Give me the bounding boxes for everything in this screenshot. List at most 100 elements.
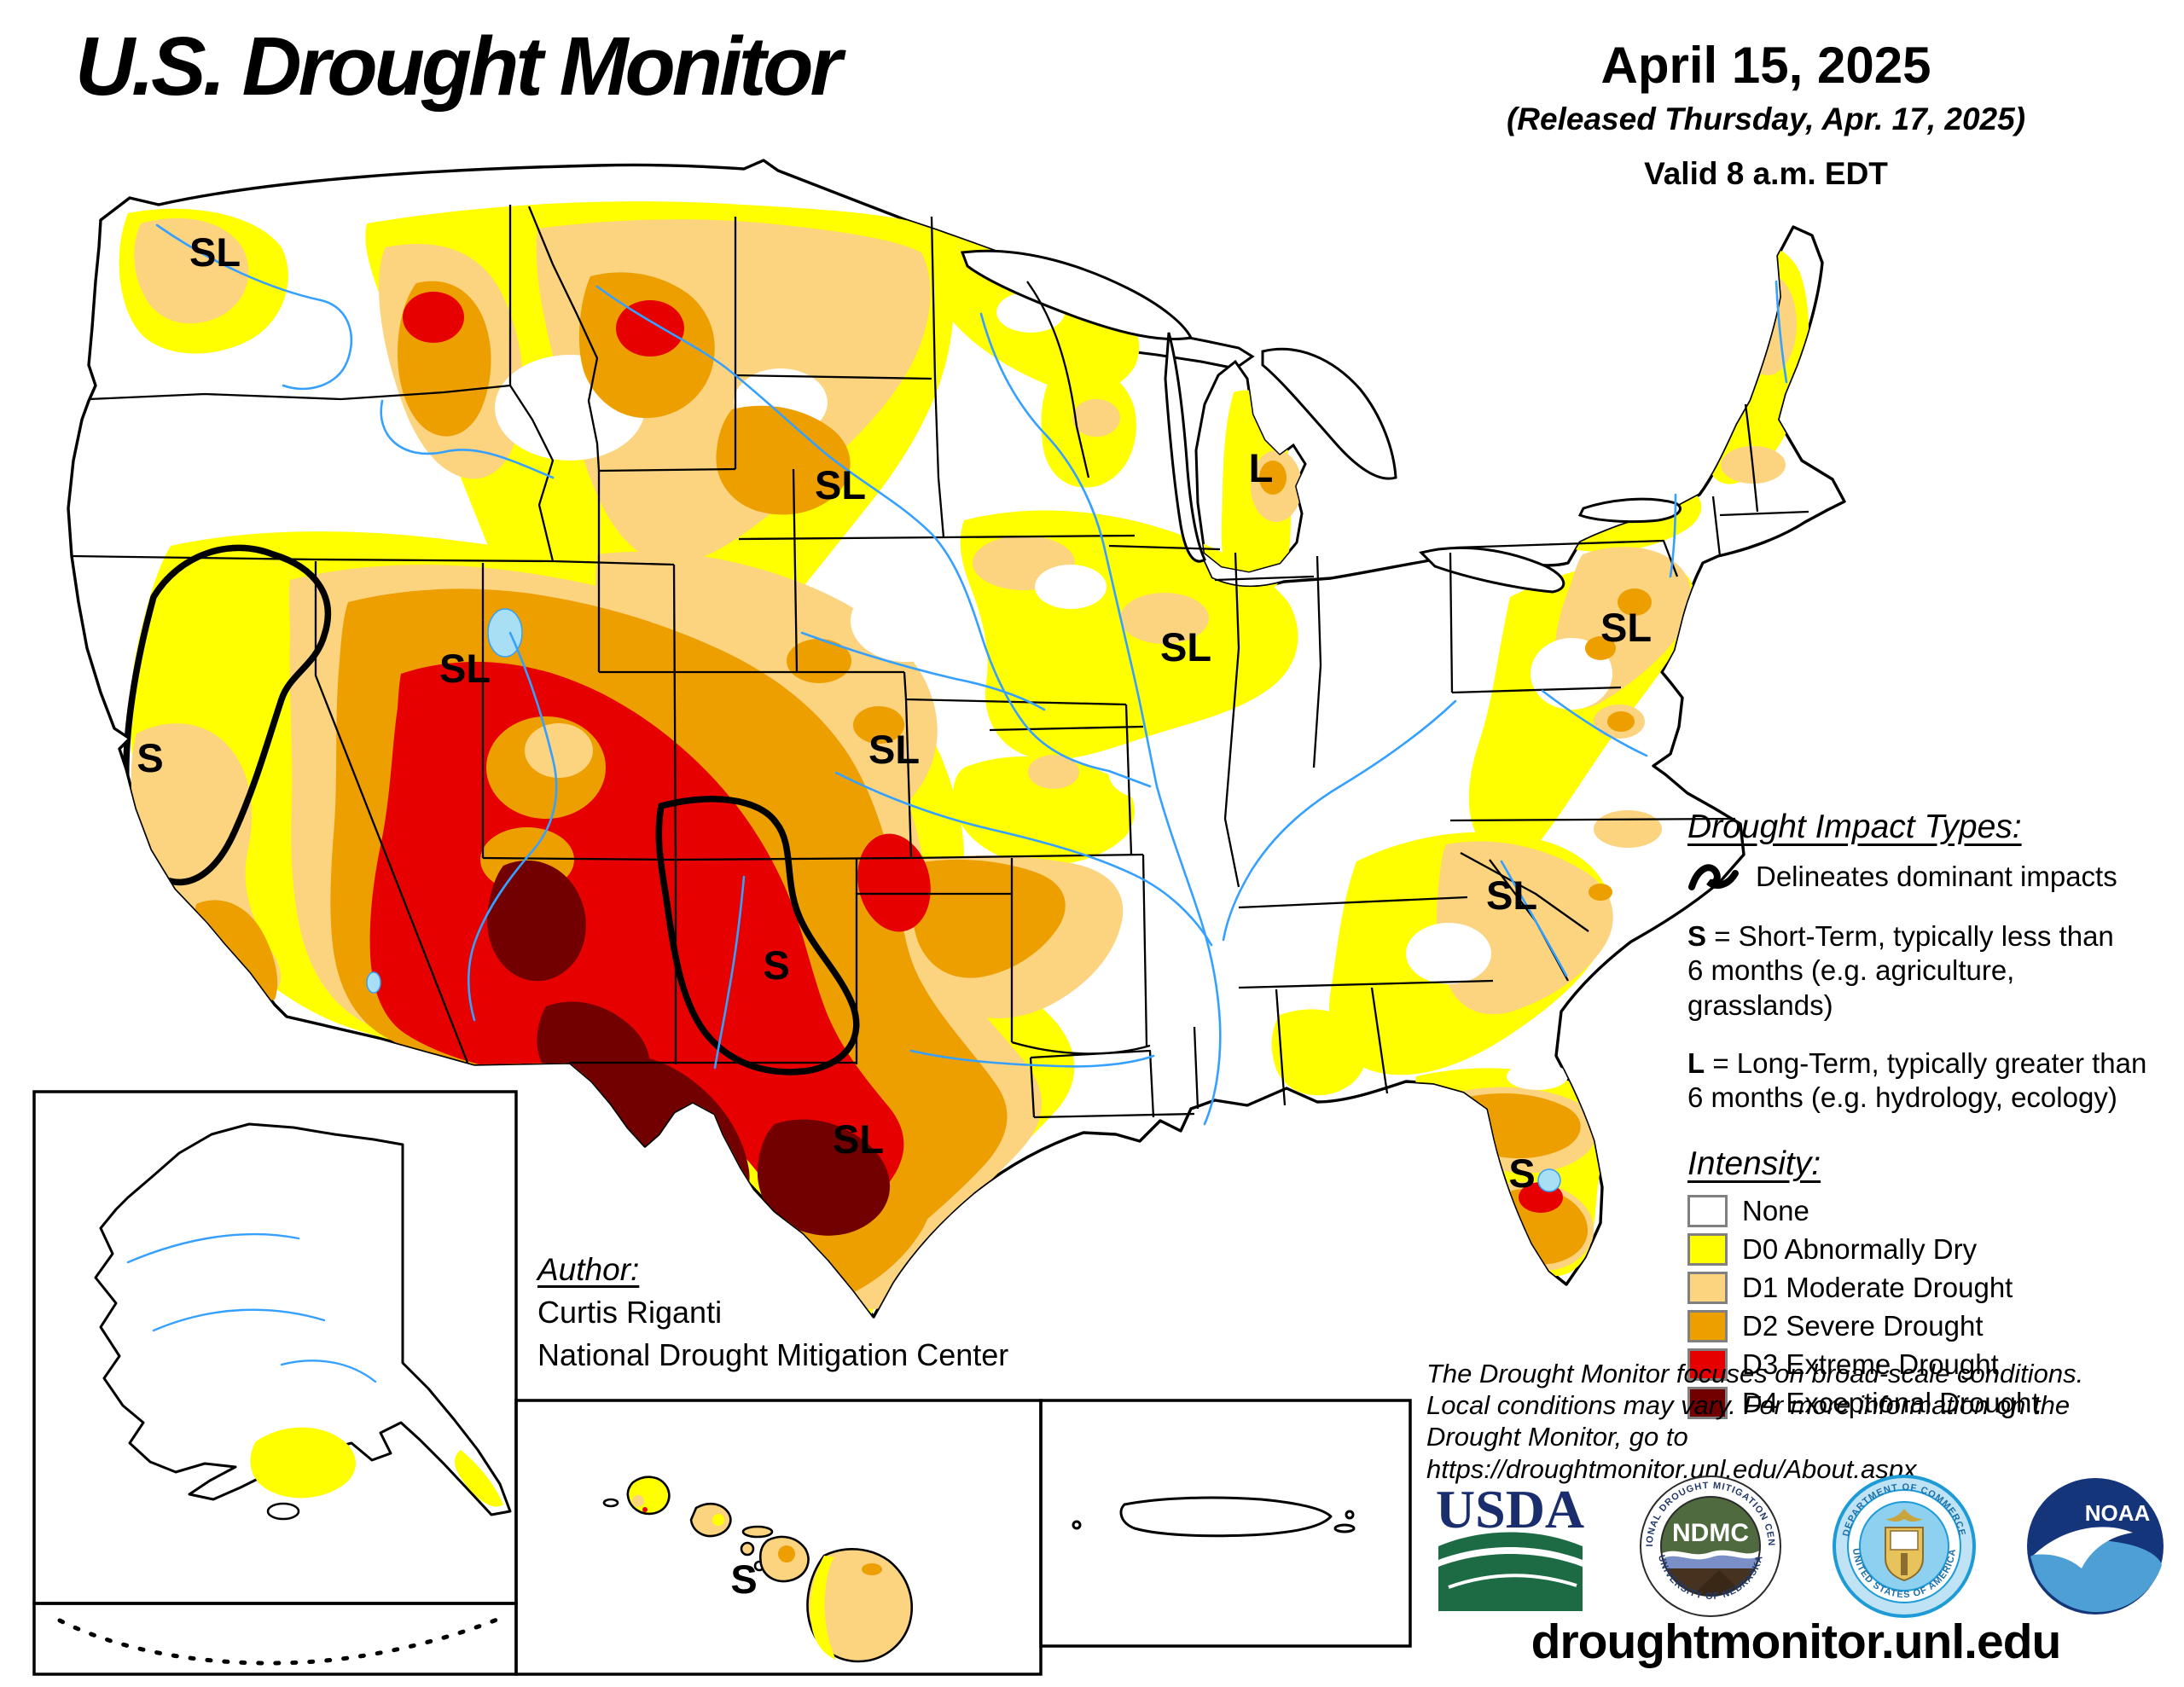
- ndmc-text: NDMC: [1672, 1519, 1749, 1547]
- legend-row: D0 Abnormally Dry: [1687, 1233, 2165, 1267]
- legend-row: D2 Severe Drought: [1687, 1310, 2165, 1343]
- drought-patch: [134, 217, 249, 324]
- legend-column: Drought Impact Types: Delineates dominan…: [1687, 809, 2165, 1425]
- impact-label-new-jersey-penn: SL: [1600, 605, 1652, 650]
- long-term-key: L: [1687, 1046, 1705, 1079]
- drought-patch: [1035, 565, 1107, 609]
- legend-label: D0 Abnormally Dry: [1742, 1233, 1978, 1266]
- delineates-label: Delineates dominant impacts: [1756, 861, 2117, 892]
- noaa-gull: [2033, 1527, 2133, 1568]
- drought-patch: [487, 860, 586, 982]
- impact-label-hawaii: S: [730, 1557, 757, 1602]
- commerce-seal: DEPARTMENT OF COMMERCE UNITED STATES OF …: [1832, 1475, 1976, 1618]
- drought-patch: [1120, 593, 1209, 644]
- rio-grande: [713, 875, 746, 1070]
- impact-label-california-coast: S: [136, 735, 163, 780]
- drought-patch: [1594, 810, 1662, 848]
- lake-michigan: [1164, 332, 1206, 563]
- drought-patch: [525, 723, 593, 778]
- big-island: [806, 1548, 913, 1663]
- drought-patch: [1028, 755, 1079, 789]
- lake-ontario: [1577, 497, 1682, 524]
- colorado-river: [467, 631, 558, 1022]
- doc-lighthouse: [1900, 1553, 1908, 1575]
- short-term-definition: S = Short-Term, typically less than 6 mo…: [1687, 919, 2165, 1023]
- d2-swatch: [1687, 1310, 1728, 1343]
- alaska-outline: [94, 1122, 512, 1516]
- impact-outline-texas: [655, 796, 860, 1075]
- interior-lakes: [366, 608, 1561, 1192]
- impact-label-south-dakota: SL: [815, 462, 866, 507]
- legend-label: D1 Moderate Drought: [1742, 1272, 2013, 1304]
- usda-logo: USDA: [1436, 1479, 1584, 1611]
- intensity-legend: None D0 Abnormally Dry D1 Moderate Droug…: [1687, 1195, 2165, 1420]
- impact-label-michigan: L: [1249, 445, 1274, 490]
- impact-label-illinois: SL: [1160, 624, 1211, 670]
- hudson-river: [1669, 493, 1677, 578]
- state-borders: [71, 205, 1809, 1119]
- drought-patch: [712, 1514, 724, 1526]
- legend-label: D4 Exceptional Drought: [1742, 1387, 2040, 1419]
- drought-patch: [616, 300, 684, 357]
- potomac-river: [1541, 689, 1648, 757]
- drought-patch: [1589, 884, 1612, 901]
- alaska-rivers: [126, 1232, 377, 1383]
- maine-river: [1774, 280, 1788, 384]
- author-heading: Author:: [537, 1252, 640, 1287]
- lake-huron: [1261, 347, 1397, 480]
- great-lakes: [960, 249, 1682, 594]
- drought-patch: [778, 1545, 795, 1562]
- none-swatch: [1687, 1195, 1728, 1228]
- drought-patch: [716, 405, 851, 515]
- long-term-definition: L = Long-Term, typically greater than 6 …: [1687, 1046, 2165, 1116]
- vieques: [1333, 1523, 1356, 1533]
- drought-patch: [642, 1507, 648, 1512]
- impact-label-florida: S: [1508, 1151, 1535, 1196]
- molokai: [741, 1525, 774, 1539]
- legend-row: D3 Extreme Drought: [1687, 1348, 2165, 1382]
- great-salt-lake: [487, 608, 523, 658]
- legend-label: D2 Severe Drought: [1742, 1310, 1984, 1342]
- long-term-text: = Long-Term, typically greater than 6 mo…: [1687, 1046, 2147, 1113]
- drought-patch: [1607, 711, 1635, 732]
- drought-patch: [911, 859, 1066, 978]
- legend-row: None: [1687, 1195, 2165, 1228]
- drought-patch: [403, 292, 464, 343]
- hawaii-inset: [602, 1475, 913, 1663]
- red-river: [909, 1049, 1155, 1068]
- noaa-text: NOAA: [2085, 1500, 2151, 1526]
- oahu: [689, 1502, 732, 1538]
- d1-swatch: [1687, 1272, 1728, 1305]
- savannah-river: [1500, 860, 1568, 977]
- impact-types-heading: Drought Impact Types:: [1687, 809, 2022, 845]
- kodiak-island: [266, 1502, 300, 1521]
- culebra: [1345, 1510, 1355, 1520]
- columbia-river: [155, 223, 353, 391]
- author-block: Author: Curtis Riganti National Drought …: [537, 1252, 1008, 1373]
- lake-superior: [960, 249, 1194, 341]
- puerto-rico-outline: [1119, 1496, 1333, 1538]
- drought-patch: [250, 1427, 356, 1499]
- drought-patch: [1109, 749, 1194, 800]
- drought-patch: [953, 756, 1135, 865]
- doc-ship: [1889, 1530, 1919, 1551]
- drought-patch: [1271, 1009, 1367, 1096]
- drought-patch: [1618, 588, 1652, 616]
- inset-boxes: [32, 1090, 1412, 1676]
- niihau: [602, 1498, 619, 1508]
- ndmc-logo: NATIONAL DROUGHT MITIGATION CENTER UNIVE…: [1639, 1475, 1782, 1617]
- drought-patch: [853, 706, 904, 744]
- date-block: April 15, 2025 (Released Thursday, Apr. …: [1382, 36, 2150, 192]
- d4-swatch: [1687, 1387, 1728, 1420]
- impact-label-utah-nevada: SL: [439, 646, 491, 691]
- intensity-heading: Intensity:: [1687, 1145, 1821, 1183]
- drought-patch: [810, 1556, 836, 1660]
- d0-swatch: [1687, 1233, 1728, 1267]
- arkansas-river: [834, 771, 1213, 947]
- drought-patch: [1739, 273, 1797, 375]
- mona: [1072, 1520, 1082, 1530]
- short-term-text: = Short-Term, typically less than 6 mont…: [1687, 920, 2114, 1021]
- impact-type-labels: SL SL SL S SL SL L SL S SL SL S S: [136, 229, 1652, 1602]
